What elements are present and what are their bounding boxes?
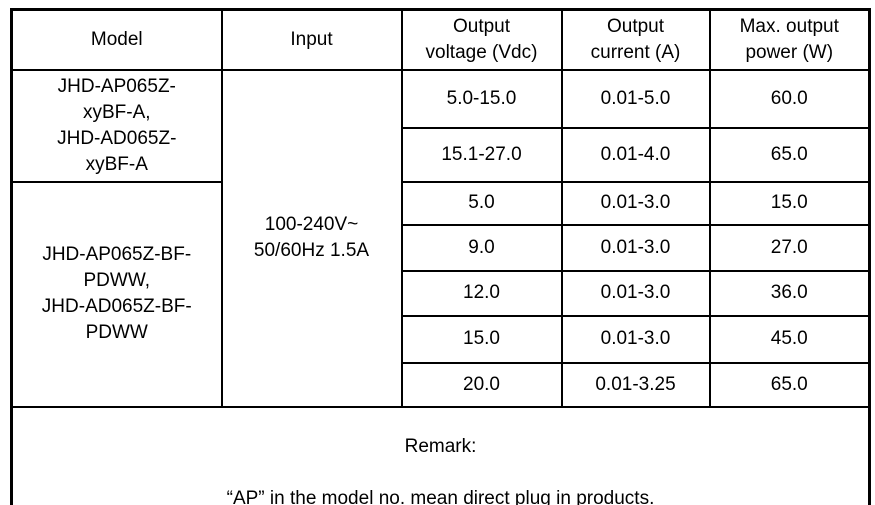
cell-output-current: 0.01-3.0 xyxy=(560,223,711,272)
header-model: Model xyxy=(10,8,223,71)
cell-output-current: 0.01-4.0 xyxy=(560,126,711,183)
header-output-current: Output current (A) xyxy=(560,8,711,71)
cell-output-current: 0.01-3.25 xyxy=(560,361,711,408)
header-output-voltage: Output voltage (Vdc) xyxy=(400,8,563,71)
cell-output-voltage: 15.0 xyxy=(400,314,563,364)
cell-output-current: 0.01-5.0 xyxy=(560,68,711,129)
cell-output-voltage: 15.1-27.0 xyxy=(400,126,563,183)
cell-max-output-power: 60.0 xyxy=(708,68,871,129)
cell-max-output-power: 45.0 xyxy=(708,314,871,364)
remark-line-ap: “AP” in the model no. mean direct plug i… xyxy=(226,487,655,505)
cell-max-output-power: 15.0 xyxy=(708,180,871,226)
table-row: JHD-AP065Z-BF- PDWW, JHD-AD065Z-BF- PDWW… xyxy=(10,180,871,408)
input-cell: 100-240V~ 50/60Hz 1.5A xyxy=(220,68,403,408)
remark-cell: Remark: “AP” in the model no. mean direc… xyxy=(10,405,871,505)
cell-output-voltage: 20.0 xyxy=(400,361,563,408)
table-row: 15.1-27.0 0.01-4.0 65.0 xyxy=(12,126,871,183)
cell-max-output-power: 27.0 xyxy=(708,223,871,272)
cell-max-output-power: 65.0 xyxy=(708,126,871,183)
table-row: 9.0 0.01-3.0 27.0 xyxy=(12,223,871,272)
power-spec-table: Model Input Output voltage (Vdc) Output … xyxy=(10,8,871,505)
remark-row: Remark: “AP” in the model no. mean direc… xyxy=(10,405,871,505)
cell-output-current: 0.01-3.0 xyxy=(560,269,711,317)
cell-max-output-power: 36.0 xyxy=(708,269,871,317)
cell-output-current: 0.01-3.0 xyxy=(560,180,711,226)
cell-max-output-power: 65.0 xyxy=(708,361,871,408)
cell-output-voltage: 5.0-15.0 xyxy=(400,68,563,129)
model-group-2-cell: JHD-AP065Z-BF- PDWW, JHD-AD065Z-BF- PDWW xyxy=(10,180,223,408)
table-row: 15.0 0.01-3.0 45.0 xyxy=(12,314,871,364)
cell-output-voltage: 5.0 xyxy=(400,180,563,226)
table-row: 20.0 0.01-3.25 65.0 xyxy=(12,361,871,408)
cell-output-voltage: 12.0 xyxy=(400,269,563,317)
header-max-output-power: Max. output power (W) xyxy=(708,8,871,71)
header-row: Model Input Output voltage (Vdc) Output … xyxy=(10,8,871,71)
table-row: 12.0 0.01-3.0 36.0 xyxy=(12,269,871,317)
cell-output-current: 0.01-3.0 xyxy=(560,314,711,364)
table-row: JHD-AP065Z- xyBF-A, JHD-AD065Z- xyBF-A 1… xyxy=(10,68,871,408)
header-input: Input xyxy=(220,8,403,71)
model-group-1-cell: JHD-AP065Z- xyBF-A, JHD-AD065Z- xyBF-A xyxy=(10,68,223,183)
remark-label: Remark: xyxy=(404,435,477,457)
cell-output-voltage: 9.0 xyxy=(400,223,563,272)
